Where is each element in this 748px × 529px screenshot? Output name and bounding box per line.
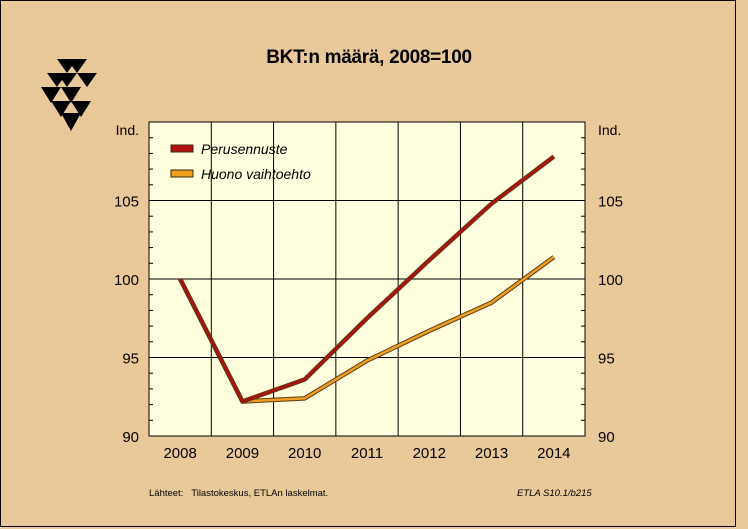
y-tick-label-right: 95 (598, 351, 615, 368)
x-tick-label: 2008 (163, 445, 196, 462)
y-tick-label-right: 105 (598, 194, 623, 211)
etla-logo-icon (41, 59, 97, 131)
y-axis-label-left: Ind. (116, 122, 139, 138)
y-tick-label-left: 95 (122, 351, 139, 368)
legend-swatch (170, 169, 194, 178)
x-tick-label: 2009 (226, 445, 259, 462)
axis-ticks: 90 90 95 95 100 100 105 105 Ind. Ind. 2008 2009 2010… (114, 121, 623, 462)
y-tick-label-left: 105 (114, 194, 139, 211)
x-tick-label: 2010 (288, 445, 321, 462)
x-tick-label: 2011 (351, 445, 383, 462)
series-line (179, 155, 555, 403)
source-note: Lähteet: Tilastokeskus, ETLAn laskelmat. (149, 488, 328, 499)
y-tick-label-right: 100 (598, 272, 623, 289)
series-lines (178, 154, 556, 404)
legend-swatch (170, 144, 194, 153)
y-tick-label-left: 100 (114, 272, 139, 289)
legend-label: Huono vaihtoehto (201, 166, 311, 182)
y-tick-label-right: 90 (598, 429, 615, 446)
source-label: Lähteet: (149, 488, 184, 499)
chart-code: ETLA S10.1/b215 (517, 488, 592, 499)
x-tick-label: 2014 (537, 445, 570, 462)
legend: Perusennuste Huono vaihtoehto (170, 141, 311, 182)
legend-label: Perusennuste (201, 141, 288, 157)
source-text: Tilastokeskus, ETLAn laskelmat. (191, 488, 329, 499)
x-tick-label: 2013 (475, 445, 508, 462)
y-tick-label-left: 90 (122, 429, 139, 446)
x-tick-label: 2012 (413, 445, 446, 462)
chart-title: BKT:n määrä, 2008=100 (266, 47, 472, 68)
y-axis-label-right: Ind. (598, 122, 621, 138)
grid-lines (149, 122, 585, 436)
